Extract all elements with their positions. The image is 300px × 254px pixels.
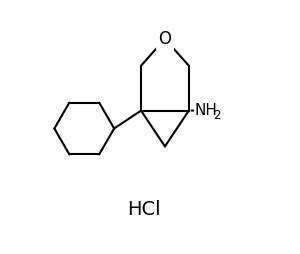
Text: 2: 2 bbox=[213, 109, 221, 122]
Text: NH: NH bbox=[195, 103, 218, 118]
Text: O: O bbox=[158, 30, 171, 48]
Text: HCl: HCl bbox=[127, 200, 161, 219]
